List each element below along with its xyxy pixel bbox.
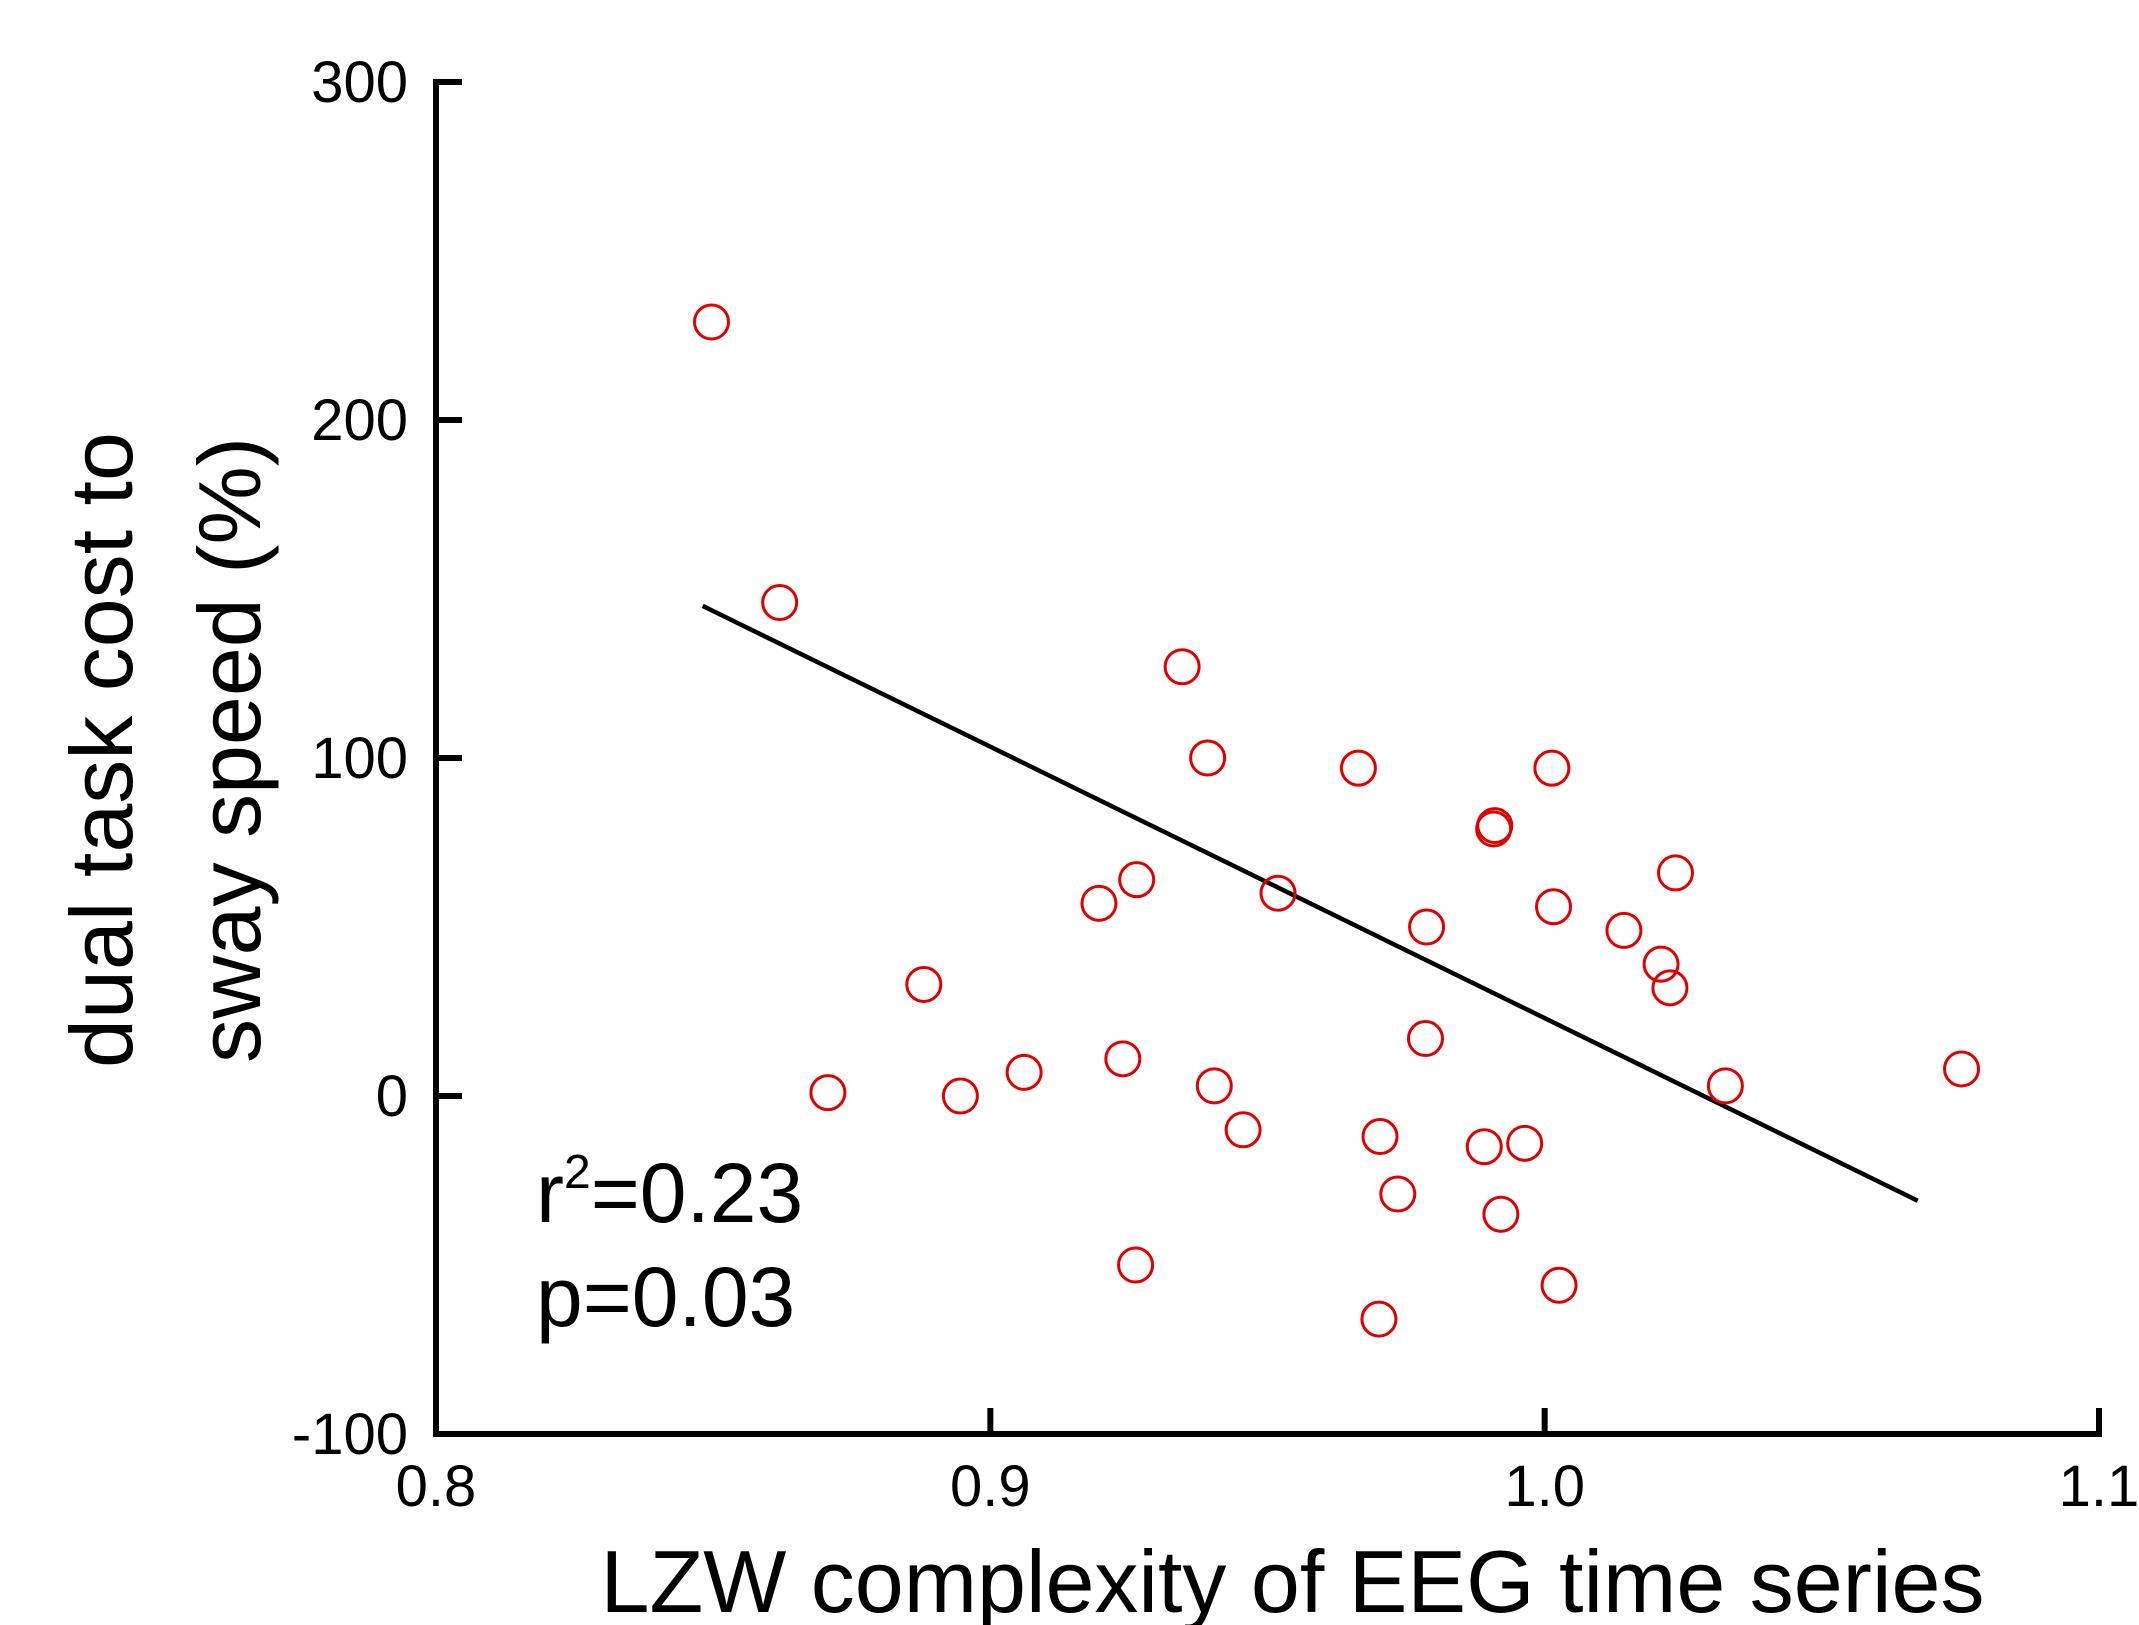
p-value-annotation: p=0.03 — [536, 1250, 795, 1344]
y-axis-title: dual task cost to sway speed (%) — [52, 432, 279, 1068]
data-point — [1119, 1248, 1153, 1282]
data-point — [1537, 890, 1571, 924]
x-axis-title: LZW complexity of EEG time series — [601, 1532, 1985, 1625]
y-tick-label: 200 — [311, 388, 408, 453]
data-point — [1653, 971, 1687, 1005]
data-point — [1191, 741, 1225, 775]
data-point — [1197, 1069, 1231, 1103]
y-axis-title-line-2: sway speed (%) — [180, 437, 279, 1063]
data-point — [1535, 751, 1569, 785]
data-points — [695, 305, 1979, 1336]
y-tick-label: 100 — [311, 726, 408, 791]
data-point — [1644, 947, 1678, 981]
data-point — [1362, 1302, 1396, 1336]
data-point — [1082, 886, 1116, 920]
r-squared-annotation: r2=0.23 — [536, 1146, 803, 1240]
data-point — [811, 1076, 845, 1110]
data-point — [1106, 1042, 1140, 1076]
x-axis-ticks: 0.8 0.9 1.0 1.1 — [396, 1408, 2139, 1519]
data-point — [1708, 1069, 1742, 1103]
data-point — [695, 305, 729, 339]
data-point — [1408, 1022, 1442, 1056]
data-point — [1945, 1052, 1979, 1086]
data-point — [1658, 856, 1692, 890]
data-point — [1508, 1126, 1542, 1160]
data-point — [1381, 1177, 1415, 1211]
data-point — [1478, 809, 1512, 843]
x-tick-label: 1.0 — [1504, 1454, 1585, 1519]
r-symbol: r — [536, 1146, 564, 1240]
data-point — [1467, 1130, 1501, 1164]
r-superscript: 2 — [564, 1146, 591, 1199]
data-point — [1341, 751, 1375, 785]
data-point — [1542, 1268, 1576, 1302]
regression-line — [703, 606, 1918, 1201]
data-point — [1007, 1055, 1041, 1089]
y-tick-label: -100 — [292, 1402, 408, 1467]
y-tick-label: 0 — [376, 1064, 408, 1129]
data-point — [1484, 1197, 1518, 1231]
data-point — [943, 1079, 977, 1113]
y-axis-title-line-1: dual task cost to — [52, 432, 151, 1068]
data-point — [1363, 1120, 1397, 1154]
data-point — [1165, 650, 1199, 684]
r-value: =0.23 — [591, 1146, 804, 1240]
x-tick-label: 1.1 — [2059, 1454, 2139, 1519]
data-point — [1120, 863, 1154, 897]
data-point — [1226, 1113, 1260, 1147]
data-point — [907, 967, 941, 1001]
x-tick-label: 0.9 — [950, 1454, 1031, 1519]
regression-line-group — [703, 606, 1918, 1201]
data-point — [1410, 910, 1444, 944]
data-point — [763, 586, 797, 620]
y-tick-label: 300 — [311, 50, 408, 115]
data-point — [1607, 913, 1641, 947]
